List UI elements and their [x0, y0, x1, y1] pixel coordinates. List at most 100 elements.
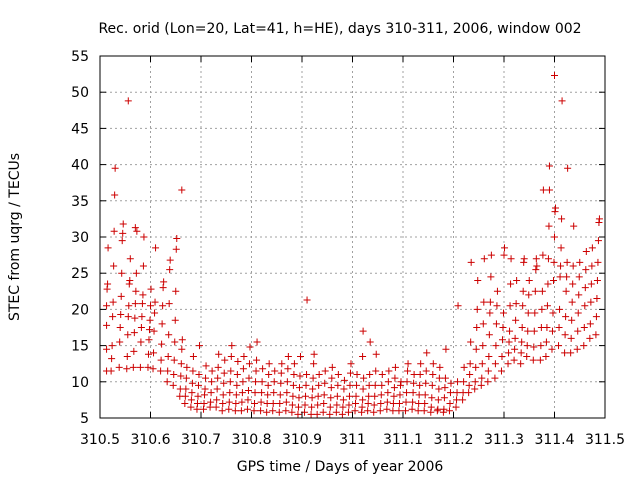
data-point — [193, 405, 201, 413]
data-point — [593, 276, 601, 284]
data-point — [364, 400, 372, 408]
data-point — [485, 352, 493, 360]
x-tick-label: 310.9 — [282, 432, 322, 448]
data-point — [416, 371, 424, 379]
x-tick-label: 310.6 — [130, 432, 170, 448]
y-tick-label: 35 — [71, 194, 89, 210]
data-point — [383, 398, 391, 406]
data-point — [150, 349, 158, 357]
data-point — [408, 405, 416, 413]
data-point — [486, 298, 494, 306]
data-point — [188, 379, 196, 387]
data-point — [206, 403, 214, 411]
data-point — [166, 256, 174, 264]
data-point — [358, 403, 366, 411]
data-point — [557, 244, 565, 252]
data-point — [466, 371, 474, 379]
data-point — [396, 381, 404, 389]
data-point — [214, 374, 222, 382]
data-point — [403, 378, 411, 386]
data-point — [258, 378, 266, 386]
data-point — [346, 369, 354, 377]
data-point — [556, 305, 564, 313]
data-point — [219, 391, 227, 399]
data-point — [308, 394, 316, 402]
data-point — [427, 408, 435, 416]
data-point — [109, 313, 117, 321]
data-point — [182, 374, 190, 382]
data-point — [441, 384, 449, 392]
data-point — [471, 378, 479, 386]
data-point — [512, 316, 520, 324]
data-point — [133, 227, 141, 235]
data-point — [551, 72, 558, 80]
data-point — [152, 244, 160, 252]
data-point — [518, 338, 526, 346]
data-point — [334, 381, 342, 389]
data-point — [581, 302, 589, 310]
data-point — [511, 345, 519, 353]
data-point — [372, 367, 380, 375]
data-point — [484, 367, 492, 375]
data-point — [125, 280, 133, 288]
data-point — [428, 381, 436, 389]
data-point — [181, 400, 189, 408]
data-point — [321, 367, 329, 375]
data-point — [172, 245, 180, 253]
data-point — [389, 400, 397, 408]
data-point — [539, 186, 547, 194]
data-point — [525, 291, 533, 299]
data-point — [237, 407, 245, 415]
data-point — [214, 363, 222, 371]
data-point — [467, 338, 475, 346]
data-point — [110, 262, 118, 270]
y-tick-label: 50 — [71, 85, 89, 101]
data-point — [245, 374, 253, 382]
data-point — [238, 389, 246, 397]
data-point — [253, 356, 261, 364]
x-tick-label: 311.4 — [534, 432, 574, 448]
data-point — [539, 251, 547, 259]
data-point — [219, 400, 227, 408]
data-point — [328, 374, 336, 382]
data-point — [232, 391, 240, 399]
data-point — [504, 360, 512, 368]
data-point — [351, 407, 359, 415]
data-point — [346, 381, 354, 389]
data-point — [459, 396, 467, 404]
data-point — [446, 400, 454, 408]
data-point — [454, 378, 462, 386]
data-point — [170, 371, 178, 379]
data-point — [282, 407, 290, 415]
data-point — [429, 371, 437, 379]
data-point — [523, 352, 531, 360]
data-point — [423, 349, 431, 357]
data-point — [563, 273, 571, 281]
data-point — [587, 298, 595, 306]
data-point — [422, 379, 430, 387]
data-point — [207, 398, 215, 406]
data-point — [173, 234, 181, 242]
y-tick-labels: 5 10 15 20 25 30 35 40 45 50 55 — [71, 49, 89, 427]
data-point — [487, 273, 495, 281]
data-point — [471, 385, 479, 393]
data-point — [264, 391, 272, 399]
data-point — [283, 389, 291, 397]
data-point — [536, 356, 544, 364]
data-point — [345, 401, 353, 409]
data-point — [213, 385, 221, 393]
data-point — [208, 378, 216, 386]
data-point — [193, 400, 201, 408]
data-point — [420, 407, 428, 415]
data-point — [493, 302, 501, 310]
data-point — [370, 408, 378, 416]
data-point — [347, 360, 355, 368]
data-point — [149, 365, 157, 373]
data-point — [397, 378, 405, 386]
data-point — [294, 410, 302, 418]
data-point — [435, 385, 443, 393]
data-point — [126, 255, 134, 263]
data-point — [491, 374, 499, 382]
data-point — [545, 186, 553, 194]
data-point — [500, 251, 508, 259]
